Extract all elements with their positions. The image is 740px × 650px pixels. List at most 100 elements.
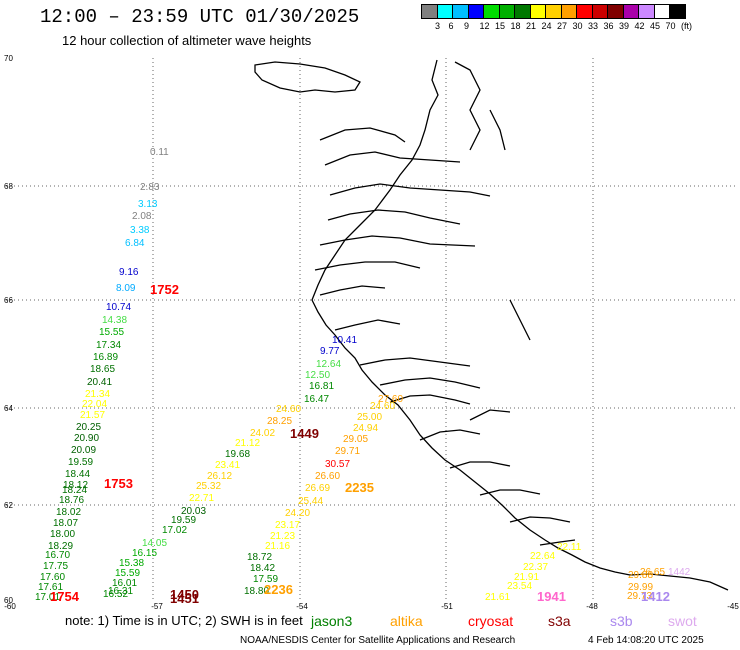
coastline-segment xyxy=(334,319,401,331)
credit-line: NOAA/NESDIS Center for Satellite Applica… xyxy=(240,635,516,646)
track-time-label: 1412 xyxy=(641,589,670,604)
wave-height-reading: 18.02 xyxy=(56,507,81,518)
track-time-label: 1449 xyxy=(290,426,319,441)
scale-label: 6 xyxy=(448,21,454,31)
wave-height-reading: 21.23 xyxy=(270,531,295,542)
wave-height-reading: 29.73 xyxy=(627,591,652,602)
wave-height-reading: 21.57 xyxy=(80,410,105,421)
scale-label: 12 xyxy=(479,21,490,31)
scale-swatch xyxy=(421,4,438,19)
scale-label: 70 xyxy=(665,21,676,31)
latitude-label: 64 xyxy=(4,404,13,413)
coastline-segment xyxy=(379,377,481,389)
greenland-coastline xyxy=(254,59,729,591)
scale-swatch xyxy=(622,4,639,19)
latitude-label: 60 xyxy=(4,596,13,605)
coastline-segment xyxy=(509,516,571,523)
scale-label: 3 xyxy=(435,21,441,31)
coastline-segment xyxy=(539,539,576,546)
wave-height-reading: 26.60 xyxy=(315,471,340,482)
wave-height-reading: 29.99 xyxy=(628,582,653,593)
scale-swatch xyxy=(452,4,469,19)
wave-height-reading: 15.59 xyxy=(115,568,140,579)
satellite-legend-item: swot xyxy=(668,613,697,629)
coastline-segment xyxy=(359,357,471,367)
wave-height-reading: 21.34 xyxy=(85,389,110,400)
wave-height-reading: 20.03 xyxy=(181,506,206,517)
wave-height-reading: 24.60 xyxy=(276,404,301,415)
wave-height-reading: 17.60 xyxy=(40,572,65,583)
longitude-label: -51 xyxy=(441,602,453,611)
wave-height-reading: 29.88 xyxy=(628,570,653,581)
coastline-segment xyxy=(419,429,481,441)
wave-height-reading: 24.94 xyxy=(353,423,378,434)
coastline-segment xyxy=(449,461,511,469)
wave-height-reading: 22.04 xyxy=(82,399,107,410)
wave-height-reading: 22.71 xyxy=(189,493,214,504)
track-time-label: 1753 xyxy=(104,476,133,491)
wave-height-reading: 29.05 xyxy=(343,434,368,445)
wave-height-reading: 2.08 xyxy=(132,211,152,222)
wave-height-reading: 25.44 xyxy=(298,496,323,507)
coastline-segment xyxy=(324,151,461,166)
scale-swatch xyxy=(498,4,515,19)
wave-height-reading: 15.55 xyxy=(99,327,124,338)
wave-height-reading: 19.59 xyxy=(171,515,196,526)
wave-height-reading: 17.02 xyxy=(162,525,187,536)
wave-height-reading: 15.38 xyxy=(119,558,144,569)
coastline-segment xyxy=(479,489,541,496)
track-time-label: 1754 xyxy=(50,589,80,604)
wave-height-reading: 20.09 xyxy=(71,445,96,456)
scale-label: 30 xyxy=(572,21,583,31)
wave-height-reading: 17.75 xyxy=(43,561,68,572)
wave-height-reading: 29.71 xyxy=(335,446,360,457)
coastline-segment xyxy=(319,127,406,143)
wave-height-reading: 25.32 xyxy=(196,481,221,492)
scale-swatch xyxy=(436,4,453,19)
wave-height-reading: 20.25 xyxy=(76,422,101,433)
scale-label: 27 xyxy=(557,21,568,31)
wave-height-reading: 26.65 xyxy=(640,567,665,578)
coastline-segment xyxy=(469,409,511,421)
coastline-segment xyxy=(389,394,471,405)
wave-height-reading: 16.89 xyxy=(93,352,118,363)
coastline-segment xyxy=(509,299,531,341)
longitude-label: -60 xyxy=(4,602,16,611)
wave-height-reading: 20.90 xyxy=(74,433,99,444)
scale-swatch xyxy=(545,4,562,19)
coastline-segment xyxy=(254,61,361,93)
wave-height-reading: 18.80 xyxy=(244,586,269,597)
wave-height-reading: 17.59 xyxy=(253,574,278,585)
wave-height-reading: 14.05 xyxy=(142,538,167,549)
satellite-legend-item: s3b xyxy=(610,613,633,629)
wave-height-reading: 26.12 xyxy=(207,471,232,482)
scale-label: (ft) xyxy=(681,21,692,31)
wave-height-reading: 16.70 xyxy=(45,550,70,561)
latitude-label: 66 xyxy=(4,296,13,305)
scale-swatch xyxy=(529,4,546,19)
wave-height-reading: 18.44 xyxy=(65,469,90,480)
wave-height-reading: 21.16 xyxy=(265,541,290,552)
wave-height-reading: 19.68 xyxy=(225,449,250,460)
scale-swatch xyxy=(514,4,531,19)
wave-height-reading: 20.41 xyxy=(87,377,112,388)
scale-label: 15 xyxy=(495,21,506,31)
coastline-segment xyxy=(489,109,506,151)
wave-height-reading: 10.74 xyxy=(106,302,131,313)
wave-height-reading: 12.64 xyxy=(316,359,341,370)
wave-height-reading: 1442 xyxy=(668,567,691,578)
latitude-labels: 70 68 66 64 62 60 xyxy=(4,54,13,605)
color-scale-labels: 3 6 9 12 15 18 21 24 27 30 33 36 39 42 45 70 (ft) xyxy=(421,21,740,33)
scale-swatch xyxy=(576,4,593,19)
wave-height-reading: 23.17 xyxy=(275,520,300,531)
scale-label: 18 xyxy=(510,21,521,31)
wave-height-reading: 18.00 xyxy=(50,529,75,540)
coastline-segment xyxy=(314,261,421,271)
wave-height-reading: 21.12 xyxy=(235,438,260,449)
satellite-legend-item: cryosat xyxy=(468,613,514,629)
wave-height-reading: 19.59 xyxy=(68,457,93,468)
scale-swatch xyxy=(638,4,655,19)
wave-height-reading: 16.15 xyxy=(132,548,157,559)
scale-label: 45 xyxy=(650,21,661,31)
